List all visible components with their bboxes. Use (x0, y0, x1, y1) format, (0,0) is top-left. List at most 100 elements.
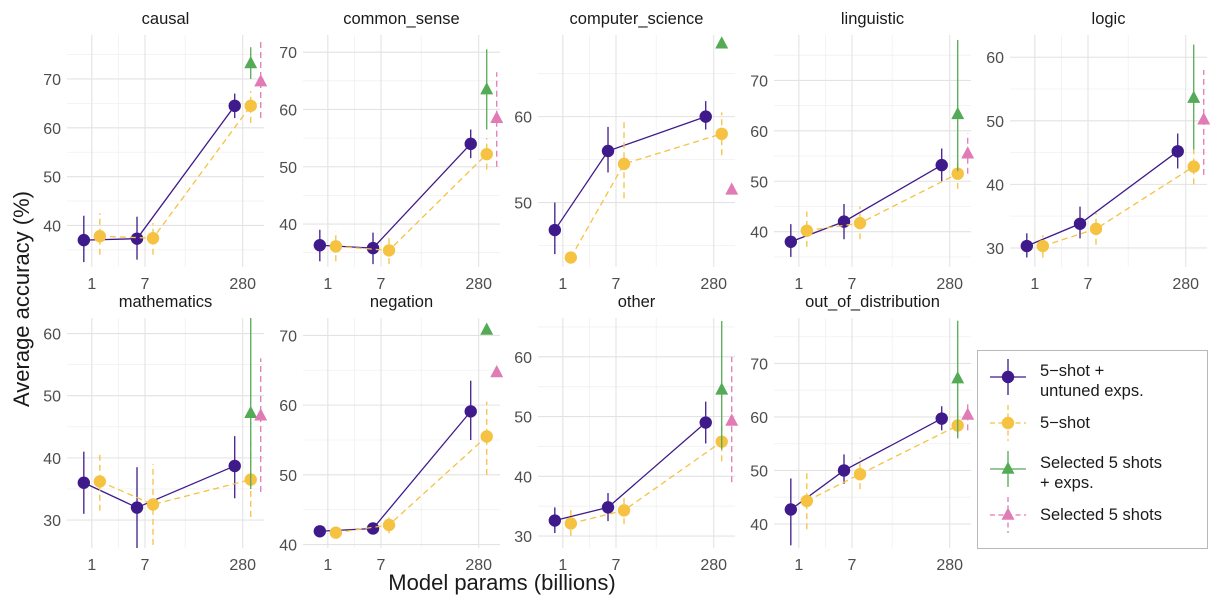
point-marker (548, 514, 562, 527)
series-line (1042, 166, 1195, 247)
legend-key-triangle (1001, 461, 1015, 474)
panel-other: 30 40 50 60 1 7 280 other (514, 293, 739, 574)
point-marker (699, 110, 712, 123)
y-tick-label: 70 (279, 45, 297, 62)
triangle-marker (254, 408, 268, 421)
y-tick-label: 50 (279, 468, 297, 485)
point-marker (77, 476, 91, 489)
triangle-marker (715, 36, 729, 49)
triangle-marker (961, 407, 975, 420)
triangle-marker (254, 74, 268, 87)
point-marker (800, 224, 814, 237)
point-marker (1089, 222, 1103, 236)
legend: 5−shot + untuned exps. 5−shot Selected 5… (977, 350, 1208, 549)
panel-title: other (618, 293, 656, 311)
y-tick-label: 60 (514, 110, 532, 127)
point-marker (548, 223, 562, 237)
point-marker (329, 240, 343, 253)
x-tick-label: 280 (700, 276, 727, 293)
legend-key-selected (990, 497, 1026, 533)
triangle-marker (951, 371, 965, 384)
series-line (790, 164, 943, 243)
point-marker (1171, 145, 1184, 158)
point-marker (935, 412, 948, 425)
point-marker (382, 244, 396, 257)
point-marker (146, 498, 160, 511)
panel-common_sense: 40 50 60 70 1 7 280 common_sense (279, 10, 504, 293)
point-marker (853, 467, 867, 481)
point-marker (93, 230, 107, 243)
y-tick-label: 70 (43, 72, 61, 89)
x-tick-label: 280 (1172, 276, 1199, 293)
panel-title: causal (142, 10, 190, 28)
series-line (99, 478, 251, 506)
point-marker (800, 494, 814, 508)
y-axis-label: Average accuracy (%) (9, 190, 34, 408)
legend-label: 5−shot (1040, 414, 1090, 432)
triangle-marker (480, 322, 494, 335)
triangle-marker (951, 106, 965, 120)
legend-label: 5−shot + untuned exps. (1040, 362, 1144, 400)
series-line (554, 116, 706, 231)
x-tick-label: 280 (465, 276, 492, 293)
y-tick-label: 40 (43, 451, 61, 468)
point-marker (464, 405, 477, 418)
x-tick-label: 280 (700, 557, 727, 574)
x-tick-label: 7 (612, 276, 621, 293)
y-tick-label: 40 (279, 217, 297, 234)
x-tick-label: 1 (87, 557, 96, 574)
legend-label: Selected 5 shots + exps. (1040, 454, 1162, 492)
x-tick-label: 7 (377, 557, 386, 574)
y-tick-label: 40 (514, 469, 532, 486)
y-tick-label: 40 (279, 538, 297, 555)
x-tick-label: 1 (323, 276, 332, 293)
point-marker (146, 231, 160, 245)
y-tick-label: 50 (514, 196, 532, 213)
panel-title: negation (370, 293, 433, 311)
y-tick-label: 40 (750, 517, 768, 534)
x-axis-label: Model params (billions) (388, 570, 616, 595)
point-marker (853, 216, 867, 230)
point-marker (93, 475, 107, 488)
y-tick-label: 50 (43, 389, 61, 406)
point-marker (464, 137, 477, 151)
x-tick-label: 280 (936, 557, 963, 574)
point-marker (564, 517, 578, 530)
y-tick-label: 50 (279, 160, 297, 177)
y-tick-label: 60 (43, 327, 61, 344)
triangle-marker (490, 365, 504, 378)
panel-out_of_distribution: 40 50 60 70 1 7 280 out_of_distribution (750, 293, 975, 574)
point-marker (366, 241, 380, 255)
y-tick-label: 30 (43, 513, 61, 530)
point-marker (329, 526, 343, 539)
panel-causal: 40 50 60 70 1 7 280 causal (43, 10, 268, 293)
series-line (335, 153, 488, 252)
x-tick-label: 280 (229, 557, 256, 574)
panel-linguistic: 40 50 60 70 1 7 280 linguistic (750, 10, 975, 293)
legend-key-five-shot-untuned (990, 359, 1026, 395)
point-marker (951, 167, 964, 180)
x-tick-label: 1 (87, 276, 96, 293)
panel-title: computer_science (570, 10, 704, 28)
y-tick-label: 50 (43, 170, 61, 187)
y-tick-label: 60 (43, 121, 61, 138)
point-marker (1036, 239, 1050, 253)
y-tick-label: 50 (750, 174, 768, 191)
legend-key-point (1001, 416, 1015, 430)
series-line (83, 105, 236, 241)
point-marker (617, 157, 631, 171)
triangle-marker (244, 405, 258, 419)
triangle-marker (1197, 112, 1211, 125)
triangle-marker (1187, 90, 1201, 103)
y-tick-label: 50 (986, 114, 1004, 131)
x-tick-label: 280 (465, 557, 492, 574)
y-tick-label: 60 (750, 124, 768, 141)
panel-title: common_sense (343, 10, 459, 28)
point-marker (228, 99, 241, 113)
y-tick-label: 70 (750, 73, 768, 90)
point-marker (1073, 217, 1087, 230)
y-tick-label: 40 (986, 177, 1004, 194)
series-line (806, 424, 959, 502)
point-marker (130, 501, 144, 514)
panel-title: linguistic (841, 10, 904, 28)
